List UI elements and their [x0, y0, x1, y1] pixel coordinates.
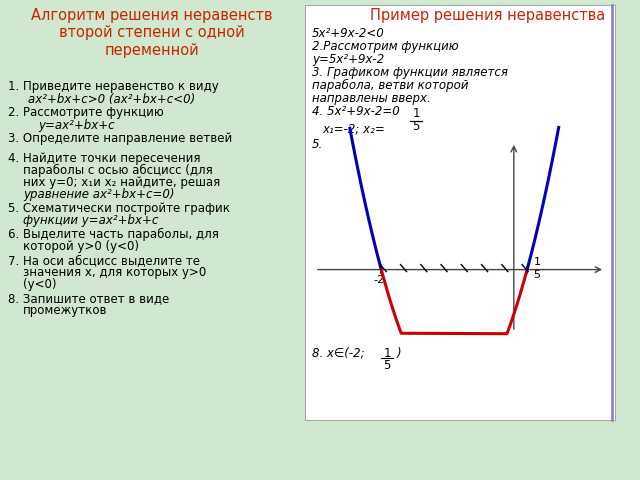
Text: 1: 1: [412, 107, 420, 120]
Text: уравнение ax²+bx+c=0): уравнение ax²+bx+c=0): [23, 188, 175, 201]
Text: ): ): [397, 347, 402, 360]
Text: 7. На оси абсцисс выделите те: 7. На оси абсцисс выделите те: [8, 254, 200, 267]
Text: парабола, ветви которой: парабола, ветви которой: [312, 79, 468, 92]
Text: 1. Приведите неравенство к виду: 1. Приведите неравенство к виду: [8, 80, 219, 93]
Text: -2: -2: [374, 275, 385, 285]
Text: 5: 5: [383, 359, 390, 372]
Text: Пример решения неравенства: Пример решения неравенства: [370, 8, 605, 23]
Text: значения x, для которых y>0: значения x, для которых y>0: [23, 266, 206, 279]
FancyBboxPatch shape: [0, 0, 305, 480]
Text: 5: 5: [412, 120, 420, 133]
Text: 2. Рассмотрите функцию: 2. Рассмотрите функцию: [8, 106, 164, 119]
Text: 4. Найдите точки пересечения: 4. Найдите точки пересечения: [8, 152, 200, 165]
Text: y=5x²+9x-2: y=5x²+9x-2: [312, 53, 384, 66]
Text: промежутков: промежутков: [23, 304, 108, 317]
Text: 3. Определите направление ветвей: 3. Определите направление ветвей: [8, 132, 232, 145]
Text: 6. Выделите часть параболы, для: 6. Выделите часть параболы, для: [8, 228, 219, 241]
Text: 4. 5x²+9x-2=0: 4. 5x²+9x-2=0: [312, 105, 400, 118]
Text: которой y>0 (y<0): которой y>0 (y<0): [23, 240, 139, 253]
Text: 1: 1: [383, 347, 391, 360]
Text: 2.Рассмотрим функцию: 2.Рассмотрим функцию: [312, 40, 459, 53]
FancyBboxPatch shape: [305, 5, 615, 420]
Text: 5x²+9x-2<0: 5x²+9x-2<0: [312, 27, 385, 40]
Text: 8. x∈(-2;: 8. x∈(-2;: [312, 347, 369, 360]
Text: 1: 1: [534, 257, 541, 266]
Text: ax²+bx+c>0 (ax²+bx+c<0): ax²+bx+c>0 (ax²+bx+c<0): [28, 93, 195, 106]
Text: 5: 5: [534, 270, 541, 279]
Text: функции y=ax²+bx+c: функции y=ax²+bx+c: [23, 214, 158, 227]
Text: x₁=-2; x₂=: x₁=-2; x₂=: [322, 123, 385, 136]
Text: параболы с осью абсцисс (для: параболы с осью абсцисс (для: [23, 164, 212, 177]
Text: направлены вверх.: направлены вверх.: [312, 92, 431, 105]
Text: них y=0; x₁и x₂ найдите, решая: них y=0; x₁и x₂ найдите, решая: [23, 176, 220, 189]
Text: 3. Графиком функции является: 3. Графиком функции является: [312, 66, 508, 79]
Text: Алгоритм решения неравенств
второй степени с одной
переменной: Алгоритм решения неравенств второй степе…: [31, 8, 273, 58]
Text: (y<0): (y<0): [23, 278, 56, 291]
Text: 8. Запишите ответ в виде: 8. Запишите ответ в виде: [8, 292, 169, 305]
Text: 5.: 5.: [312, 138, 323, 151]
Text: 5. Схематически постройте график: 5. Схематически постройте график: [8, 202, 230, 215]
Text: y=ax²+bx+c: y=ax²+bx+c: [38, 119, 115, 132]
